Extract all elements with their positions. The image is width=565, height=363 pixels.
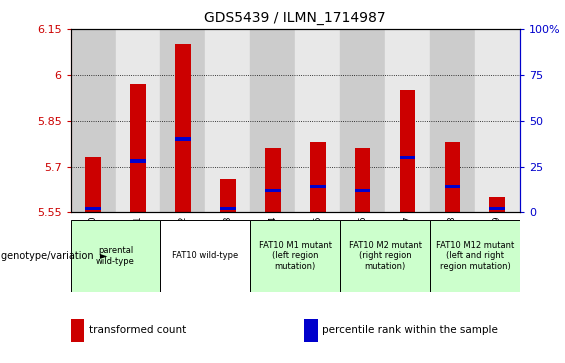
Text: percentile rank within the sample: percentile rank within the sample [322, 325, 498, 335]
Bar [304, 319, 318, 342]
Bar [385, 29, 430, 212]
Bar [175, 44, 191, 212]
Bar [430, 220, 520, 292]
Bar [71, 220, 160, 292]
Text: FAT10 wild-type: FAT10 wild-type [172, 252, 238, 260]
Bar [310, 185, 325, 188]
Text: parental
wild-type: parental wild-type [96, 246, 135, 266]
Text: FAT10 M1 mutant
(left region
mutation): FAT10 M1 mutant (left region mutation) [259, 241, 332, 271]
Bar [250, 29, 295, 212]
Bar [85, 157, 101, 212]
Bar [85, 207, 101, 210]
Bar [340, 220, 430, 292]
Bar [220, 179, 236, 212]
Bar [399, 90, 415, 212]
Bar [265, 189, 281, 192]
Bar [71, 319, 84, 342]
Bar [116, 29, 160, 212]
Bar [355, 189, 371, 192]
Bar [71, 29, 116, 212]
Bar [160, 220, 250, 292]
Bar [295, 29, 340, 212]
Bar [310, 142, 325, 212]
Text: transformed count: transformed count [89, 325, 186, 335]
Bar [160, 29, 206, 212]
Bar [489, 197, 505, 212]
Bar [206, 29, 250, 212]
Bar [445, 142, 460, 212]
Bar [220, 207, 236, 210]
Text: genotype/variation  ►: genotype/variation ► [1, 251, 107, 261]
Bar [430, 29, 475, 212]
Bar [130, 159, 146, 163]
Bar [475, 29, 520, 212]
Bar [265, 148, 281, 212]
Bar [489, 207, 505, 210]
Text: FAT10 M12 mutant
(left and right
region mutation): FAT10 M12 mutant (left and right region … [436, 241, 514, 271]
Bar [445, 185, 460, 188]
Bar [250, 220, 340, 292]
Bar [175, 137, 191, 141]
Text: FAT10 M2 mutant
(right region
mutation): FAT10 M2 mutant (right region mutation) [349, 241, 421, 271]
Bar [340, 29, 385, 212]
Bar [399, 156, 415, 159]
Title: GDS5439 / ILMN_1714987: GDS5439 / ILMN_1714987 [205, 11, 386, 25]
Bar [130, 84, 146, 212]
Bar [355, 148, 371, 212]
